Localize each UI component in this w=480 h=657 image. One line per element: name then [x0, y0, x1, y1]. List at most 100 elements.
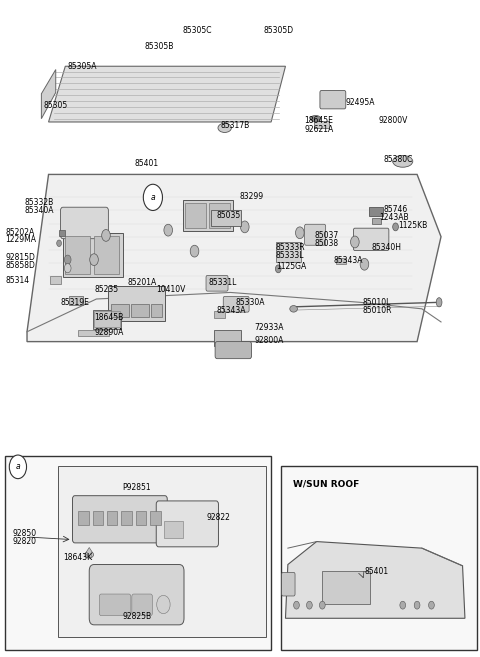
Text: 85235: 85235 — [94, 284, 118, 294]
Text: 92850: 92850 — [12, 528, 37, 537]
Bar — [94, 311, 120, 327]
Text: 92495A: 92495A — [345, 98, 375, 107]
Text: 10410V: 10410V — [156, 284, 186, 294]
Circle shape — [276, 265, 281, 273]
Circle shape — [291, 249, 300, 261]
Ellipse shape — [157, 595, 170, 614]
Text: 85201A: 85201A — [128, 278, 157, 287]
FancyBboxPatch shape — [215, 342, 252, 359]
Text: 85010R: 85010R — [362, 306, 392, 315]
Ellipse shape — [290, 306, 298, 312]
Bar — [209, 203, 230, 228]
Bar — [58, 466, 266, 637]
Polygon shape — [48, 66, 286, 122]
Ellipse shape — [85, 551, 94, 558]
Circle shape — [190, 245, 199, 257]
Bar — [59, 229, 65, 236]
FancyBboxPatch shape — [305, 224, 325, 245]
Text: 92621A: 92621A — [305, 125, 334, 134]
Text: 85037: 85037 — [314, 231, 338, 240]
Bar — [150, 510, 160, 525]
Text: 85305D: 85305D — [264, 26, 294, 35]
Text: 72933A: 72933A — [254, 323, 284, 332]
Bar — [372, 217, 381, 223]
Text: 85401: 85401 — [135, 159, 159, 168]
Polygon shape — [41, 70, 56, 119]
Text: 92825B: 92825B — [123, 612, 152, 622]
Text: 18643K: 18643K — [63, 553, 92, 562]
Bar — [108, 286, 165, 321]
Text: 92822: 92822 — [206, 513, 230, 522]
Bar — [78, 330, 109, 336]
FancyBboxPatch shape — [353, 228, 389, 250]
Text: 92800V: 92800V — [379, 116, 408, 125]
Bar — [93, 310, 121, 328]
FancyBboxPatch shape — [156, 501, 218, 547]
Text: 18645B: 18645B — [94, 313, 123, 322]
Text: 83299: 83299 — [240, 192, 264, 200]
Text: 1243AB: 1243AB — [379, 213, 408, 221]
Bar — [69, 296, 83, 305]
Bar — [49, 276, 61, 284]
Circle shape — [102, 229, 110, 241]
FancyBboxPatch shape — [89, 564, 184, 625]
Bar — [151, 304, 161, 317]
Circle shape — [429, 601, 434, 609]
Text: 85340A: 85340A — [24, 206, 54, 215]
Text: 85333R: 85333R — [276, 242, 306, 252]
Bar — [94, 236, 119, 274]
Bar — [211, 210, 241, 225]
FancyBboxPatch shape — [282, 572, 295, 596]
Bar — [111, 304, 129, 317]
Circle shape — [64, 263, 71, 273]
Circle shape — [393, 223, 398, 231]
Text: P92851: P92851 — [123, 483, 151, 491]
Text: W/SUN ROOF: W/SUN ROOF — [293, 480, 359, 488]
Text: 1125GA: 1125GA — [276, 262, 306, 271]
Text: 85305B: 85305B — [144, 42, 174, 51]
Bar — [131, 304, 149, 317]
FancyBboxPatch shape — [72, 495, 167, 543]
Text: 1125KB: 1125KB — [398, 221, 427, 230]
Circle shape — [296, 227, 304, 238]
Circle shape — [350, 236, 359, 248]
Circle shape — [144, 184, 162, 210]
Bar — [5, 457, 271, 650]
Text: 85332B: 85332B — [24, 198, 54, 207]
Bar — [63, 233, 123, 277]
Text: 85317B: 85317B — [221, 121, 250, 130]
Text: 85314: 85314 — [5, 276, 30, 285]
Text: 85746: 85746 — [384, 205, 408, 214]
Text: 92815D: 92815D — [5, 253, 36, 262]
Bar — [164, 521, 182, 538]
Text: 1229MA: 1229MA — [5, 235, 36, 244]
Bar — [136, 510, 146, 525]
Text: 85401: 85401 — [364, 566, 389, 576]
Text: 85038: 85038 — [314, 238, 338, 248]
Bar — [93, 510, 103, 525]
Text: 92890A: 92890A — [94, 328, 123, 337]
Text: 85305: 85305 — [44, 101, 68, 110]
Text: 18645E: 18645E — [305, 116, 334, 125]
Text: 85305A: 85305A — [68, 62, 97, 71]
Polygon shape — [27, 174, 441, 342]
Circle shape — [400, 601, 406, 609]
Text: 85330A: 85330A — [235, 298, 264, 307]
FancyBboxPatch shape — [60, 207, 108, 238]
Circle shape — [320, 601, 325, 609]
Circle shape — [164, 224, 172, 236]
Circle shape — [307, 601, 312, 609]
Bar — [323, 571, 370, 604]
Text: 85305C: 85305C — [182, 26, 212, 35]
Bar — [336, 258, 346, 264]
Circle shape — [57, 240, 61, 246]
Circle shape — [240, 221, 249, 233]
Text: a: a — [16, 463, 20, 471]
Circle shape — [360, 258, 369, 270]
Bar — [369, 207, 383, 215]
Text: 92820: 92820 — [12, 537, 36, 546]
Bar — [214, 330, 241, 346]
FancyArrow shape — [86, 547, 93, 558]
Text: 85340H: 85340H — [372, 242, 402, 252]
Circle shape — [64, 255, 71, 264]
